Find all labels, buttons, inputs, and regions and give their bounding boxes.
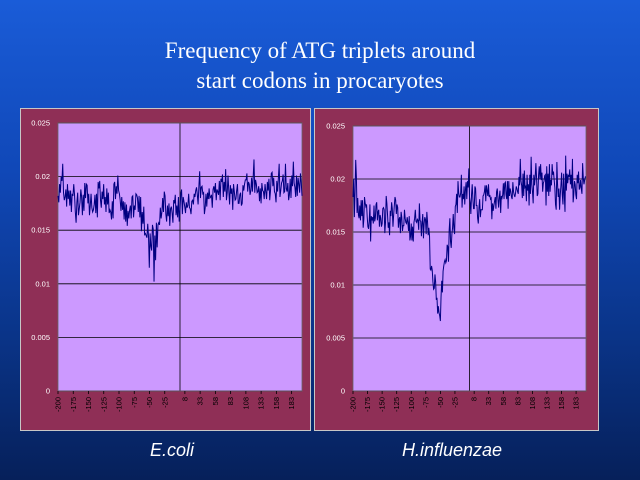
ecoli-x-tick-label: -150 — [84, 397, 93, 412]
hinf-x-tick-label: 58 — [499, 397, 508, 405]
ecoli-x-tick-label: 183 — [287, 397, 296, 410]
ecoli-y-tick-label: 0.005 — [31, 333, 50, 342]
hinf-x-tick-label: -150 — [378, 397, 387, 412]
ecoli-x-tick-label: -200 — [54, 397, 63, 412]
hinf-y-tick-label: 0 — [341, 387, 345, 396]
ecoli-x-tick-label: -125 — [99, 397, 108, 412]
ecoli-x-tick-label: -75 — [130, 397, 139, 408]
hinf-x-tick-label: 8 — [470, 397, 479, 401]
hinf-x-tick-label: -175 — [363, 397, 372, 412]
ecoli-line-chart: 0 0.005 0.01 0.015 0.02 0.025 -200 -175 -150 -125… — [31, 119, 303, 412]
ecoli-x-tick-label: 108 — [241, 397, 250, 410]
hinfluenzae-caption: H.influenzae — [402, 440, 503, 460]
slide-title: Frequency of ATG triplets around start c… — [0, 36, 640, 96]
hinf-y-tick-label: 0.015 — [326, 228, 345, 237]
hinf-x-tick-label: -25 — [450, 397, 459, 408]
ecoli-x-tick-label: -175 — [69, 397, 78, 412]
hinf-x-tick-label: 108 — [528, 397, 537, 410]
ecoli-series-line — [57, 159, 303, 282]
ecoli-chart-panel: 0 0.005 0.01 0.015 0.02 0.025 -200 -175 -150 -125… — [20, 108, 311, 431]
ecoli-y-tick-label: 0.02 — [35, 172, 50, 181]
ecoli-x-tick-label: -25 — [160, 397, 169, 408]
ecoli-y-tick-label: 0.015 — [31, 226, 50, 235]
ecoli-x-tick-label: 58 — [211, 397, 220, 405]
slide-title-line-2: start codons in procaryotes — [196, 68, 444, 93]
ecoli-x-tick-label: 33 — [196, 397, 205, 405]
ecoli-x-tick-label: 133 — [257, 397, 266, 410]
hinf-y-tick-label: 0.025 — [326, 122, 345, 131]
ecoli-x-tick-label: 8 — [180, 397, 189, 401]
hinf-x-tick-label: 83 — [513, 397, 522, 405]
hinf-x-tick-label: -125 — [392, 397, 401, 412]
ecoli-caption: E.coli — [150, 440, 195, 460]
hinf-y-tick-label: 0.005 — [326, 334, 345, 343]
slide-title-line-1: Frequency of ATG triplets around — [164, 38, 476, 63]
hinfluenzae-line-chart: 0 0.005 0.01 0.015 0.02 0.025 -200 -175 -150 -125… — [326, 122, 587, 412]
hinf-series-line — [352, 155, 586, 322]
hinf-x-tick-label: -50 — [436, 397, 445, 408]
hinf-y-tick-label: 0.01 — [330, 281, 345, 290]
ecoli-x-tick-label: 158 — [272, 397, 281, 410]
hinf-x-tick-label: 133 — [542, 397, 551, 410]
hinf-plot-frame — [352, 125, 587, 392]
hinf-x-tick-label: -75 — [421, 397, 430, 408]
hinfluenzae-chart-panel: 0 0.005 0.01 0.015 0.02 0.025 -200 -175 -150 -125… — [314, 108, 599, 431]
ecoli-x-tick-label: -50 — [145, 397, 154, 408]
hinf-x-tick-label: -200 — [349, 397, 358, 412]
ecoli-x-tick-label: -100 — [115, 397, 124, 412]
hinf-x-tick-label: -100 — [407, 397, 416, 412]
hinf-x-tick-label: 183 — [572, 397, 581, 410]
ecoli-y-tick-label: 0 — [46, 387, 50, 396]
ecoli-y-tick-label: 0.025 — [31, 119, 50, 128]
ecoli-plot-frame — [57, 122, 303, 392]
hinf-y-tick-label: 0.02 — [330, 175, 345, 184]
ecoli-y-tick-label: 0.01 — [35, 279, 50, 288]
hinf-x-tick-label: 33 — [484, 397, 493, 405]
ecoli-x-tick-label: 83 — [226, 397, 235, 405]
hinf-x-tick-label: 158 — [557, 397, 566, 410]
